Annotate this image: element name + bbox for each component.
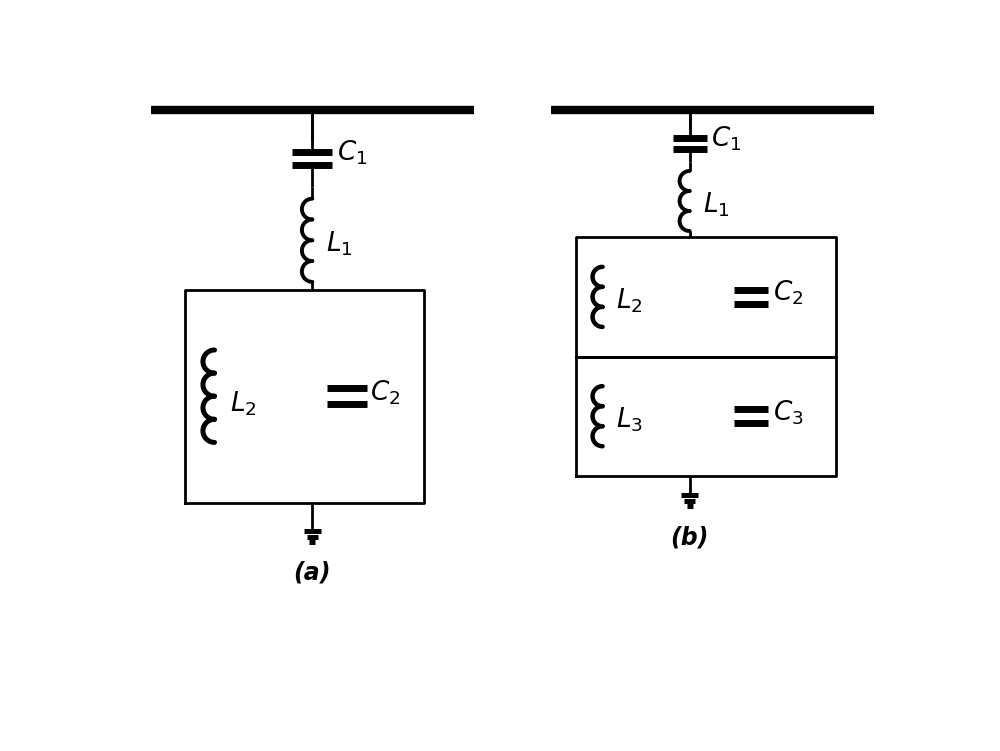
Text: $L_3$: $L_3$ <box>616 406 643 434</box>
Text: $C_2$: $C_2$ <box>370 378 400 406</box>
Text: $C_1$: $C_1$ <box>711 125 742 153</box>
Text: $C_1$: $C_1$ <box>337 138 367 167</box>
Text: $L_2$: $L_2$ <box>230 390 257 418</box>
Text: (b): (b) <box>670 526 709 550</box>
Text: $L_1$: $L_1$ <box>326 230 353 258</box>
Text: $C_2$: $C_2$ <box>773 279 803 307</box>
Text: $L_1$: $L_1$ <box>703 191 730 219</box>
Text: $C_3$: $C_3$ <box>773 398 803 427</box>
Text: $L_2$: $L_2$ <box>616 286 643 315</box>
Text: (a): (a) <box>294 560 331 584</box>
